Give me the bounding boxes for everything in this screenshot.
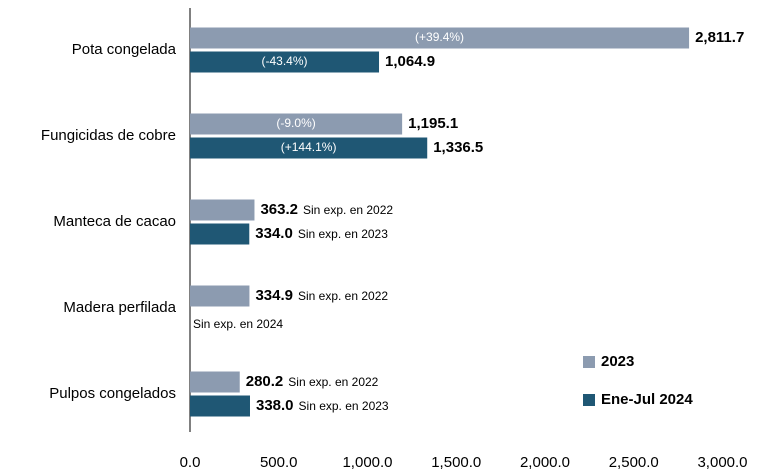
x-tick-label: 2,000.0	[520, 454, 570, 471]
x-tick-label: 500.0	[260, 454, 298, 471]
value-label: 334.0	[255, 225, 293, 242]
value-label: 334.9	[255, 287, 293, 304]
category-label: Pulpos congelados	[49, 385, 176, 402]
inner-label: (-9.0%)	[276, 116, 315, 130]
x-tick-label: 1,500.0	[431, 454, 481, 471]
value-label: 1,336.5	[433, 139, 483, 156]
inner-label: (-43.4%)	[262, 54, 308, 68]
bar	[190, 27, 690, 49]
note: Sin exp. en 2022	[298, 289, 388, 303]
bar	[190, 371, 240, 393]
x-tick-label: 3,000.0	[697, 454, 747, 471]
value-label: 280.2	[246, 373, 284, 390]
x-tick-label: 1,000.0	[342, 454, 392, 471]
note: Sin exp. en 2023	[298, 227, 388, 241]
note: Sin exp. en 2022	[303, 203, 393, 217]
legend-label: 2023	[601, 353, 634, 370]
inner-label: (+144.1%)	[281, 140, 337, 154]
x-tick-label: 2,500.0	[609, 454, 659, 471]
value-label: 363.2	[260, 201, 298, 218]
category-label: Madera perfilada	[63, 299, 176, 316]
bar	[190, 137, 428, 159]
legend-swatch	[583, 356, 595, 368]
value-label: 1,064.9	[385, 53, 435, 70]
bar	[190, 51, 380, 73]
value-label: 2,811.7	[695, 29, 744, 46]
legend-label: Ene-Jul 2024	[601, 391, 693, 408]
inner-label: (+39.4%)	[415, 30, 464, 44]
legend-swatch	[583, 394, 595, 406]
bar	[190, 199, 255, 221]
x-tick-label: 0.0	[180, 454, 201, 471]
value-label: 1,195.1	[408, 115, 458, 132]
bar	[190, 223, 250, 245]
category-label: Manteca de cacao	[53, 213, 176, 230]
note: Sin exp. en 2024	[193, 317, 283, 331]
bar	[190, 395, 250, 417]
category-label: Fungicidas de cobre	[41, 127, 176, 144]
value-label: 338.0	[256, 397, 294, 414]
bar	[190, 113, 403, 135]
category-label: Pota congelada	[72, 41, 177, 58]
bar	[190, 285, 250, 307]
note: Sin exp. en 2022	[288, 375, 378, 389]
note: Sin exp. en 2023	[299, 399, 389, 413]
